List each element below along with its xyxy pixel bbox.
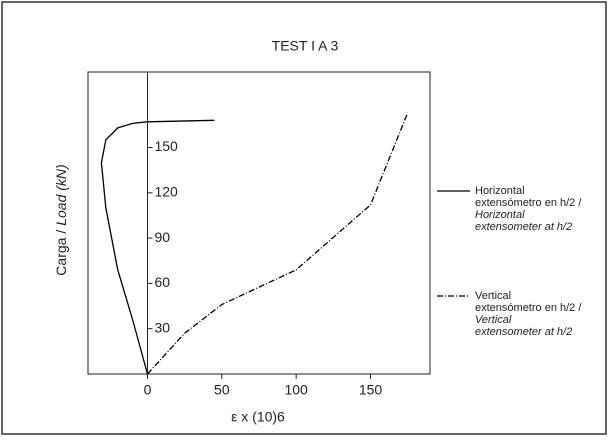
- y-label-part: Carga /: [53, 230, 69, 276]
- x-tick-label: 150: [359, 382, 383, 398]
- legend-label: Vertical: [475, 290, 511, 302]
- frame: [1, 1, 607, 435]
- y-label-part: Load (kN): [53, 164, 69, 225]
- y-axis-label: Carga / Load (kN): [53, 164, 69, 275]
- legend-label: Horizontal: [475, 209, 525, 221]
- legend-label: extensometer at h/2: [475, 326, 572, 338]
- y-tick-label: 150: [154, 138, 178, 154]
- x-axis-label: ε x (10)6: [231, 409, 285, 425]
- x-tick-label: 100: [284, 382, 308, 398]
- legend-label: extensómetro en h/2 /: [475, 302, 582, 314]
- x-tick-label: 50: [214, 382, 230, 398]
- y-tick-label: 30: [154, 319, 170, 335]
- legend-label: Vertical: [475, 314, 512, 326]
- legend-label: Horizontal: [475, 185, 525, 197]
- series-line: [100, 119, 215, 375]
- x-tick-label: 0: [144, 382, 152, 398]
- y-tick-label: 120: [154, 184, 178, 200]
- chart-title: TEST I A 3: [272, 38, 339, 54]
- legend-label: extensómetro en h/2 /: [475, 197, 582, 209]
- legend-label: extensometer at h/2: [475, 221, 572, 233]
- y-tick-label: 60: [154, 274, 170, 290]
- y-tick-label: 90: [154, 229, 170, 245]
- plot-box: [87, 71, 431, 375]
- series-line: [146, 112, 409, 375]
